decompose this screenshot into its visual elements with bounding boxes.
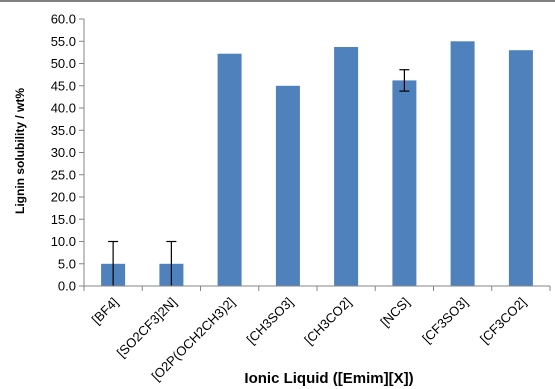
x-tick-label: [CH3CO2] <box>301 295 354 348</box>
y-tick-label: 40.0 <box>51 101 76 116</box>
y-tick-label: 35.0 <box>51 123 76 138</box>
x-axis-title: Ionic Liquid ([Emim][X]) <box>244 370 413 387</box>
bar <box>392 80 417 287</box>
y-tick-label: 50.0 <box>51 56 76 71</box>
y-tick-label: 10.0 <box>51 234 76 249</box>
x-tick-label: [CH3SO3] <box>243 295 296 348</box>
bar <box>450 41 475 287</box>
y-tick-label: 20.0 <box>51 190 76 205</box>
x-tick-label: [SO2CF3]2N] <box>114 295 180 361</box>
y-tick-label: 55.0 <box>51 34 76 49</box>
bar <box>508 50 533 287</box>
y-axis-title: Lignin solubility / wt% <box>13 88 27 214</box>
y-tick-label: 60.0 <box>51 12 76 27</box>
bar <box>217 53 242 287</box>
x-tick-label: [CF3CO2] <box>477 295 529 347</box>
x-tick-label: [CF3SO3] <box>419 295 470 346</box>
y-tick-label: 0.0 <box>58 279 76 294</box>
y-tick-label: 5.0 <box>58 256 76 271</box>
bar <box>334 47 359 286</box>
y-tick-label: 25.0 <box>51 167 76 182</box>
y-tick-label: 15.0 <box>51 212 76 227</box>
y-tick-label: 30.0 <box>51 145 76 160</box>
bar <box>275 85 300 287</box>
x-tick-label: [BF4] <box>89 295 122 328</box>
y-tick-label: 45.0 <box>51 78 76 93</box>
x-tick-label: [NCS] <box>377 295 412 330</box>
